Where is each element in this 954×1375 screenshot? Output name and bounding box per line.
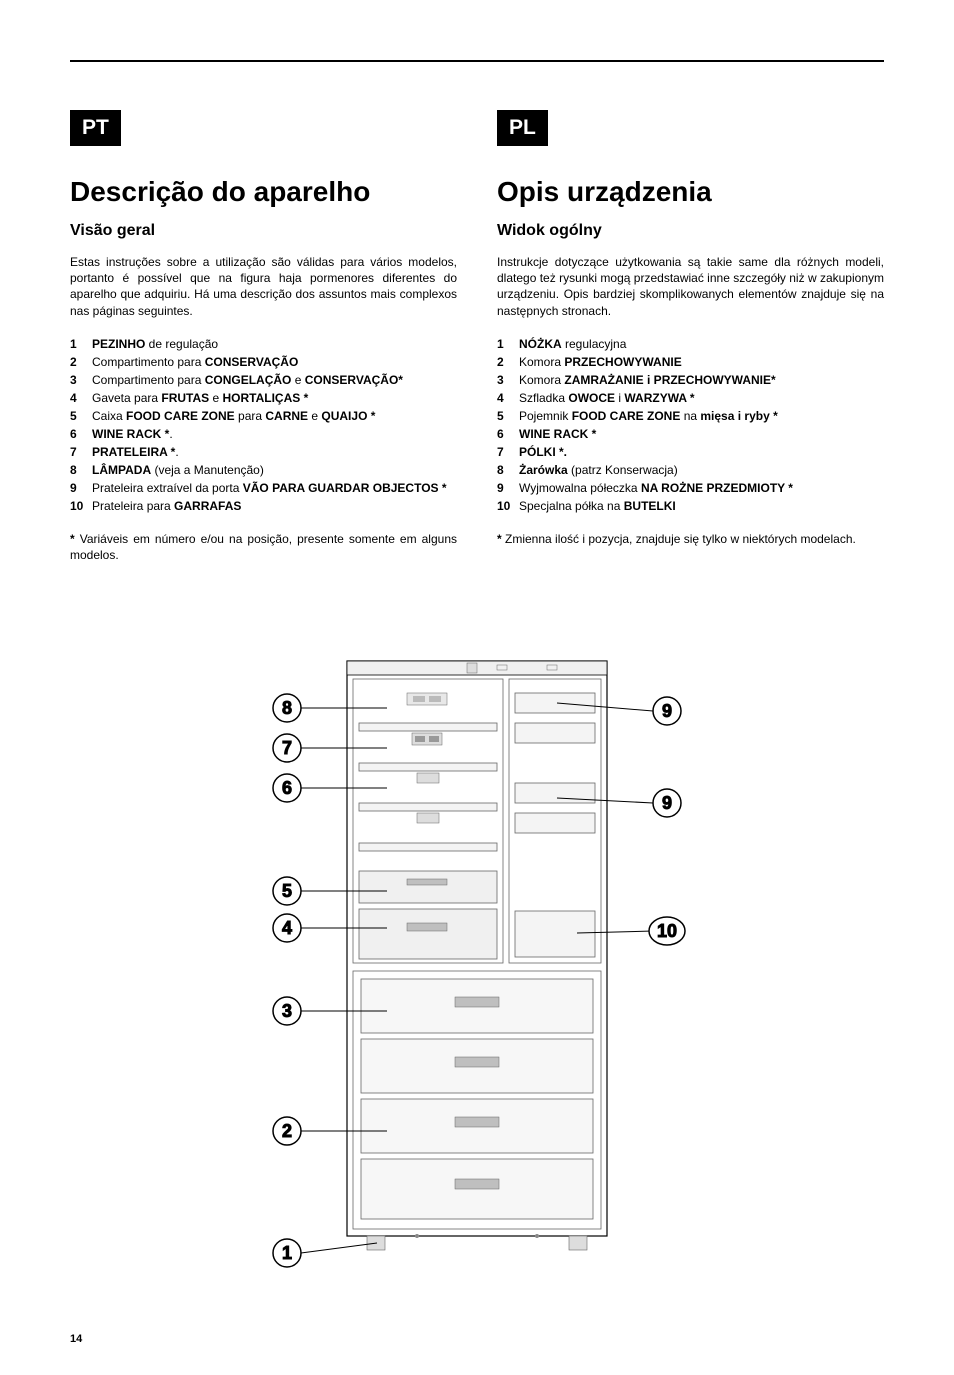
part-text: Pojemnik FOOD CARE ZONE na mięsa i ryby …	[519, 407, 778, 425]
part-number: 8	[497, 461, 519, 479]
part-text: NÓŻKA regulacyjna	[519, 335, 626, 353]
part-list-item: 4Szfladka OWOCE i WARZYWA *	[497, 389, 884, 407]
svg-text:8: 8	[282, 698, 292, 718]
part-number: 3	[70, 371, 92, 389]
part-list-item: 7PÓLKI *.	[497, 443, 884, 461]
part-text: Caixa FOOD CARE ZONE para CARNE e QUAIJO…	[92, 407, 375, 425]
part-list-item: 10Prateleira para GARRAFAS	[70, 497, 457, 515]
part-list-item: 5Pojemnik FOOD CARE ZONE na mięsa i ryby…	[497, 407, 884, 425]
part-list-item: 6WINE RACK *	[497, 425, 884, 443]
part-text: Specjalna półka na BUTELKI	[519, 497, 676, 515]
right-footnote: * Zmienna ilość i pozycja, znajduje się …	[497, 531, 884, 547]
part-list-item: 2Compartimento para CONSERVAÇÃO	[70, 353, 457, 371]
svg-text:4: 4	[282, 918, 292, 938]
part-number: 1	[70, 335, 92, 353]
svg-text:7: 7	[282, 738, 292, 758]
part-text: Komora PRZECHOWYWANIE	[519, 353, 682, 371]
part-text: Żarówka (patrz Konserwacja)	[519, 461, 678, 479]
part-number: 7	[497, 443, 519, 461]
part-text: PRATELEIRA *.	[92, 443, 179, 461]
right-intro: Instrukcje dotyczące użytkowania są taki…	[497, 254, 884, 319]
svg-text:5: 5	[282, 881, 292, 901]
part-list-item: 8Żarówka (patrz Konserwacja)	[497, 461, 884, 479]
part-text: Komora ZAMRAŻANIE i PRZECHOWYWANIE*	[519, 371, 776, 389]
part-text: Compartimento para CONSERVAÇÃO	[92, 353, 298, 371]
part-number: 1	[497, 335, 519, 353]
part-list-item: 2Komora PRZECHOWYWANIE	[497, 353, 884, 371]
part-number: 8	[70, 461, 92, 479]
part-number: 7	[70, 443, 92, 461]
part-text: Prateleira para GARRAFAS	[92, 497, 241, 515]
part-text: PÓLKI *.	[519, 443, 567, 461]
part-number: 5	[70, 407, 92, 425]
part-number: 10	[70, 497, 92, 515]
part-number: 9	[70, 479, 92, 497]
part-list-item: 3Komora ZAMRAŻANIE i PRZECHOWYWANIE*	[497, 371, 884, 389]
part-text: Wyjmowalna półeczka NA ROŻNE PRZEDMIOTY …	[519, 479, 793, 497]
left-footnote: * Variáveis em número e/ou na posição, p…	[70, 531, 457, 563]
part-number: 5	[497, 407, 519, 425]
right-column: PL Opis urządzenia Widok ogólny Instrukc…	[497, 110, 884, 563]
part-list-item: 4Gaveta para FRUTAS e HORTALIÇAS *	[70, 389, 457, 407]
svg-text:6: 6	[282, 778, 292, 798]
part-list-item: 6WINE RACK *.	[70, 425, 457, 443]
right-parts-list: 1NÓŻKA regulacyjna2Komora PRZECHOWYWANIE…	[497, 335, 884, 515]
page-number: 14	[70, 1333, 884, 1345]
svg-text:10: 10	[657, 921, 677, 941]
left-column: PT Descrição do aparelho Visão geral Est…	[70, 110, 457, 563]
part-number: 4	[70, 389, 92, 407]
part-text: Gaveta para FRUTAS e HORTALIÇAS *	[92, 389, 308, 407]
part-number: 4	[497, 389, 519, 407]
part-list-item: 5Caixa FOOD CARE ZONE para CARNE e QUAIJ…	[70, 407, 457, 425]
svg-text:9: 9	[662, 701, 672, 721]
svg-text:1: 1	[282, 1243, 292, 1263]
left-subtitle: Visão geral	[70, 222, 457, 240]
part-text: Compartimento para CONGELAÇÃO e CONSERVA…	[92, 371, 403, 389]
part-text: Prateleira extraível da porta VÃO PARA G…	[92, 479, 447, 497]
part-number: 10	[497, 497, 519, 515]
top-rule	[70, 60, 884, 62]
part-list-item: 9Prateleira extraível da porta VÃO PARA …	[70, 479, 457, 497]
part-list-item: 1NÓŻKA regulacyjna	[497, 335, 884, 353]
part-text: PEZINHO de regulação	[92, 335, 218, 353]
lang-badge-pl: PL	[497, 110, 548, 146]
lang-badge-pt: PT	[70, 110, 121, 146]
left-title: Descrição do aparelho	[70, 176, 457, 208]
svg-text:3: 3	[282, 1001, 292, 1021]
right-subtitle: Widok ogólny	[497, 222, 884, 240]
part-list-item: 3Compartimento para CONGELAÇÃO e CONSERV…	[70, 371, 457, 389]
appliance-diagram: 8 7 6 5 4 3 2 1 9 9 10	[70, 653, 884, 1293]
right-title: Opis urządzenia	[497, 176, 884, 208]
part-number: 9	[497, 479, 519, 497]
part-text: WINE RACK *.	[92, 425, 173, 443]
part-text: WINE RACK *	[519, 425, 596, 443]
part-number: 2	[70, 353, 92, 371]
part-list-item: 7PRATELEIRA *.	[70, 443, 457, 461]
part-list-item: 8LÂMPADA (veja a Manutenção)	[70, 461, 457, 479]
two-column-layout: PT Descrição do aparelho Visão geral Est…	[70, 110, 884, 563]
part-text: Szfladka OWOCE i WARZYWA *	[519, 389, 695, 407]
fridge-svg: 8 7 6 5 4 3 2 1 9 9 10	[217, 653, 737, 1293]
part-number: 6	[70, 425, 92, 443]
part-text: LÂMPADA (veja a Manutenção)	[92, 461, 264, 479]
part-number: 6	[497, 425, 519, 443]
part-list-item: 9Wyjmowalna półeczka NA ROŻNE PRZEDMIOTY…	[497, 479, 884, 497]
part-number: 3	[497, 371, 519, 389]
svg-text:2: 2	[282, 1121, 292, 1141]
left-intro: Estas instruções sobre a utilização são …	[70, 254, 457, 319]
svg-text:9: 9	[662, 793, 672, 813]
part-list-item: 10Specjalna półka na BUTELKI	[497, 497, 884, 515]
part-list-item: 1PEZINHO de regulação	[70, 335, 457, 353]
part-number: 2	[497, 353, 519, 371]
left-parts-list: 1PEZINHO de regulação2Compartimento para…	[70, 335, 457, 515]
